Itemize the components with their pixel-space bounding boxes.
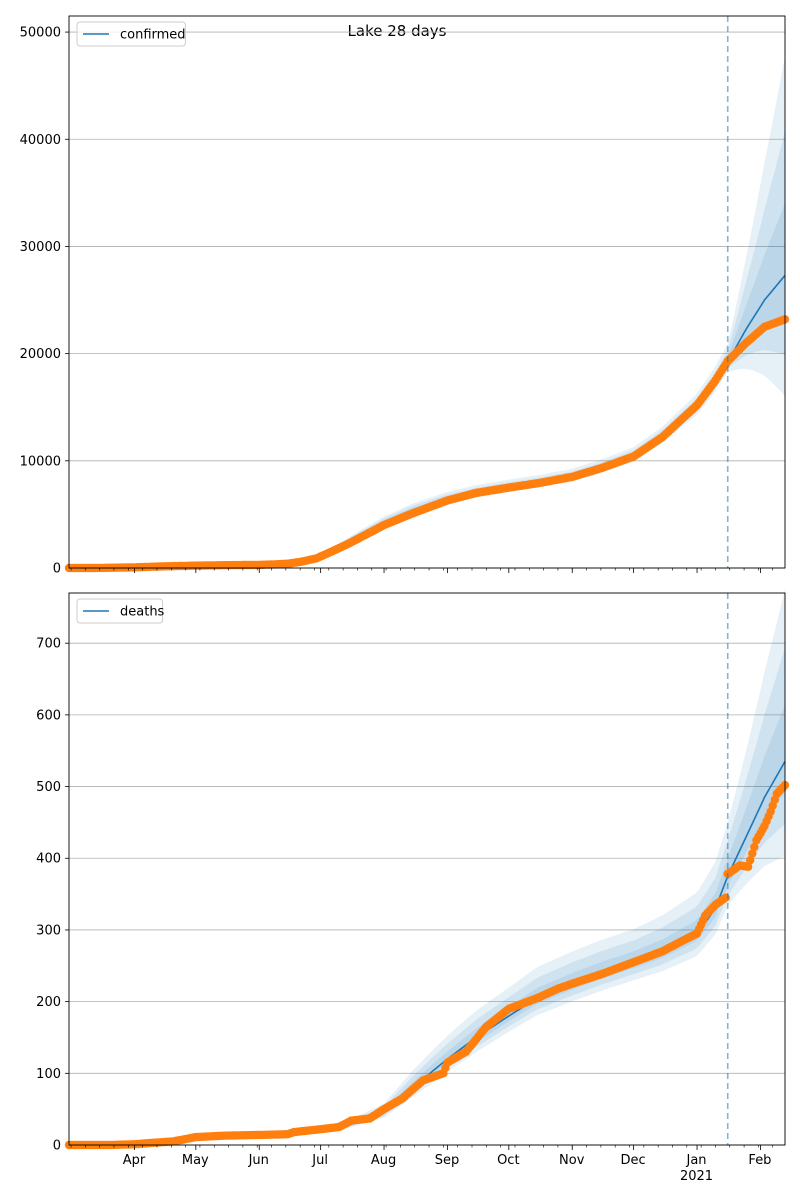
y-tick-label: 200 [36,995,61,1010]
observed-series [64,780,790,1150]
y-tick-label: 10000 [20,454,61,469]
observed-point [750,842,759,852]
x-tick-label: Jul [311,1153,328,1168]
y-tick-label: 100 [36,1067,61,1082]
y-tick-label: 40000 [20,133,61,148]
uncertainty-band-1 [69,55,785,568]
x-tick-label: Aug [371,1153,396,1168]
y-tick-label: 30000 [20,240,61,255]
x-tick-label: Jun [248,1153,269,1168]
uncertainty-band-1 [69,588,785,1145]
figure-title: Lake 28 days [348,22,447,40]
x-tick-label: May [182,1153,209,1168]
observed-point [748,849,757,858]
legend-box [76,598,164,624]
axes-frame [68,15,786,569]
x-tick-label: Feb [748,1153,771,1168]
y-tick-label: 500 [36,780,61,795]
x-tick-label: Jan [686,1153,707,1168]
uncertainty-band-3 [69,203,785,568]
y-tick-label: 400 [36,852,61,867]
observed-point [746,856,755,865]
y-tick-label: 0 [53,1139,61,1154]
y-tick-label: 0 [53,562,61,577]
x-tick-label: Dec [621,1153,646,1168]
x-tick-label: Sep [435,1153,460,1168]
deaths-panel: 0 100 200 300 400 500 600 700 Apr May Jun Jul Aug Sep… [36,588,790,1184]
uncertainty-band-2 [69,130,785,568]
legend-box [76,21,186,47]
y-tick-label: 50000 [20,26,61,41]
y-tick-label: 300 [36,923,61,938]
x-tick-label: Oct [497,1153,519,1168]
legend-label: confirmed [120,28,186,43]
y-tick-label: 700 [36,637,61,652]
legend-label: deaths [120,605,165,620]
y-tick-label: 20000 [20,347,61,362]
x-tick-label: Nov [559,1153,585,1168]
x-tick-sublabel: 2021 [680,1169,713,1184]
axes-frame [68,592,786,1146]
confirmed-panel: 0 10000 20000 30000 40000 50000 confirmed [20,15,790,577]
observed-point [744,862,753,871]
legend: confirmed [76,21,186,47]
observed-series [64,315,790,573]
legend: deaths [76,598,165,624]
y-tick-label: 600 [36,708,61,723]
x-tick-label: Apr [123,1153,146,1168]
observed-point [721,893,730,902]
